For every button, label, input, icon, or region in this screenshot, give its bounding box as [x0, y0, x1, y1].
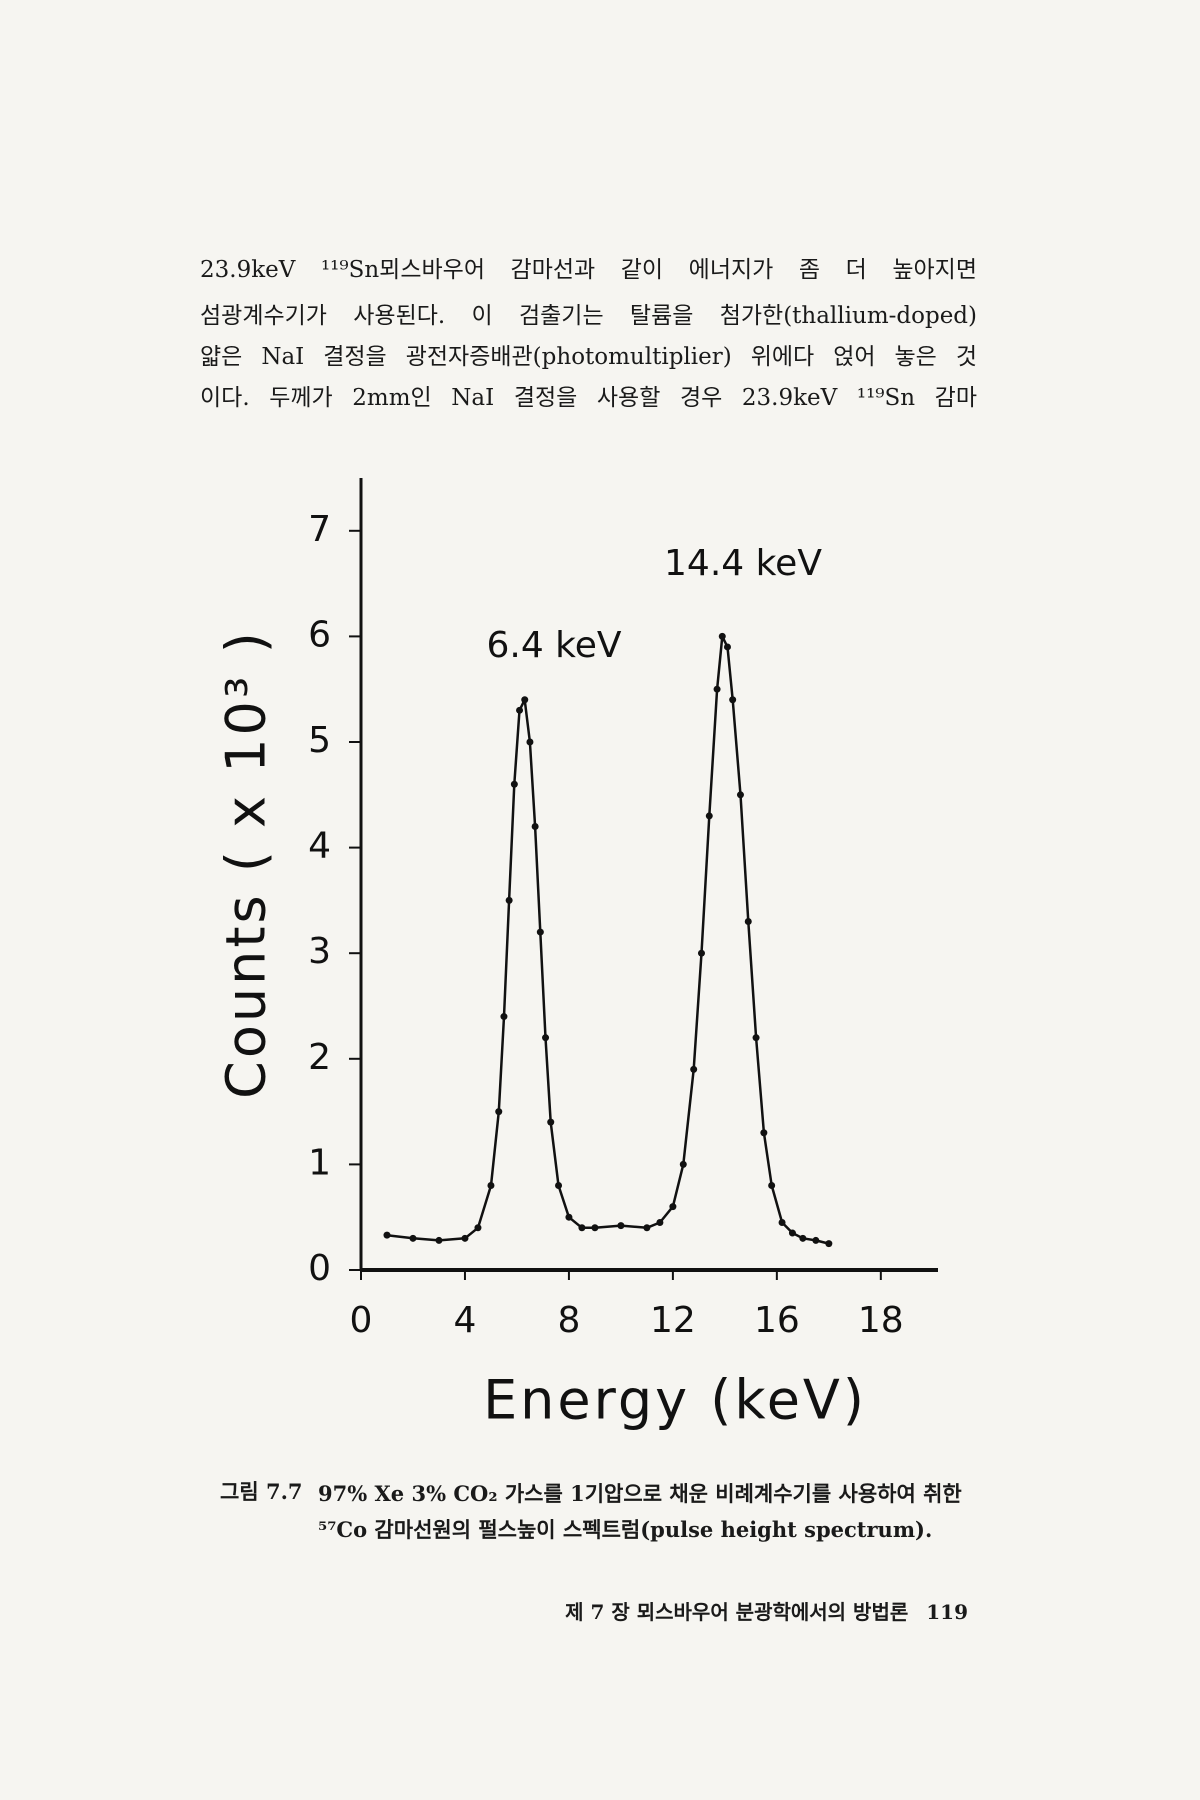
- data-point: [516, 706, 524, 714]
- data-point: [705, 812, 713, 820]
- text-line: 섬광계수기가 사용된다. 이 검출기는 탈륨을 첨가한(thallium-dop…: [200, 303, 977, 329]
- data-point: [723, 643, 731, 651]
- data-point: [729, 696, 737, 704]
- data-point: [500, 1013, 508, 1021]
- data-point: [788, 1229, 796, 1237]
- peak-annotation: 6.4 keV: [486, 625, 621, 666]
- caption-label: 그림 7.7: [220, 1479, 303, 1504]
- data-point: [679, 1160, 687, 1168]
- data-point: [760, 1129, 768, 1137]
- y-tick-label: 6: [308, 614, 331, 655]
- data-point: [505, 896, 513, 904]
- caption-text: 97% Xe 3% CO₂ 가스를 1기압으로 채운 비례계수기를 사용하여 취…: [318, 1481, 962, 1542]
- data-point: [799, 1234, 807, 1242]
- data-point: [591, 1224, 599, 1232]
- data-point: [547, 1118, 555, 1126]
- data-point: [526, 738, 534, 746]
- y-tick-label: 3: [308, 931, 331, 972]
- data-point: [487, 1182, 495, 1190]
- data-point: [656, 1218, 664, 1226]
- x-tick-label: 8: [557, 1300, 580, 1341]
- data-point: [542, 1034, 550, 1042]
- data-point: [435, 1236, 443, 1244]
- y-tick-label: 5: [308, 720, 331, 761]
- chapter-title: 제 7 장 뫼스바우어 분광학에서의 방법론: [565, 1600, 909, 1624]
- x-tick-label: 18: [858, 1300, 904, 1341]
- data-point: [690, 1065, 698, 1073]
- data-point: [495, 1108, 503, 1116]
- data-point: [461, 1234, 469, 1242]
- x-axis-label: Energy (keV): [483, 1369, 867, 1432]
- text-line: 이다. 두께가 2mm인 NaI 결정을 사용할 경우 23.9keV ¹¹⁹S…: [200, 385, 977, 411]
- x-tick-label: 16: [754, 1300, 800, 1341]
- y-axis-label: Counts ( x 10³ ): [215, 629, 278, 1099]
- data-point: [565, 1213, 573, 1221]
- y-tick-label: 1: [308, 1142, 331, 1183]
- x-tick-label: 12: [650, 1300, 696, 1341]
- data-point: [531, 822, 539, 830]
- text-line: 얇은 NaI 결정을 광전자증배관(photomultiplier) 위에다 얹…: [200, 344, 977, 370]
- x-tick-label: 4: [454, 1300, 477, 1341]
- text-line: 23.9keV ¹¹⁹Sn뫼스바우어 감마선과 같이 에너지가 좀 더 높아지면: [200, 257, 977, 283]
- data-point: [718, 632, 726, 640]
- data-point: [617, 1222, 625, 1230]
- footer: 제 7 장 뫼스바우어 분광학에서의 방법론 119: [547, 1596, 968, 1625]
- data-point: [744, 918, 752, 926]
- y-tick-label: 2: [308, 1037, 331, 1078]
- data-point: [555, 1182, 563, 1190]
- y-tick-label: 4: [308, 826, 331, 867]
- data-point: [736, 791, 744, 799]
- data-point: [521, 696, 529, 704]
- data-point: [768, 1182, 776, 1190]
- data-point: [409, 1234, 417, 1242]
- data-point: [510, 780, 518, 788]
- x-tick-label: 0: [350, 1300, 373, 1341]
- data-point: [383, 1231, 391, 1239]
- data-point: [643, 1224, 651, 1232]
- data-point: [825, 1240, 833, 1248]
- y-tick-label: 7: [308, 509, 331, 550]
- peak-annotation: 14.4 keV: [664, 543, 822, 584]
- fit-curve: [386, 635, 830, 1245]
- data-point: [474, 1224, 482, 1232]
- data-point: [536, 928, 544, 936]
- data-point: [669, 1203, 677, 1211]
- data-point: [812, 1236, 820, 1244]
- data-point: [578, 1224, 586, 1232]
- data-point: [713, 685, 721, 693]
- y-tick-label: 0: [308, 1248, 331, 1289]
- page-number: 119: [926, 1600, 968, 1624]
- data-point: [778, 1218, 786, 1226]
- data-point: [697, 949, 705, 957]
- data-point: [752, 1034, 760, 1042]
